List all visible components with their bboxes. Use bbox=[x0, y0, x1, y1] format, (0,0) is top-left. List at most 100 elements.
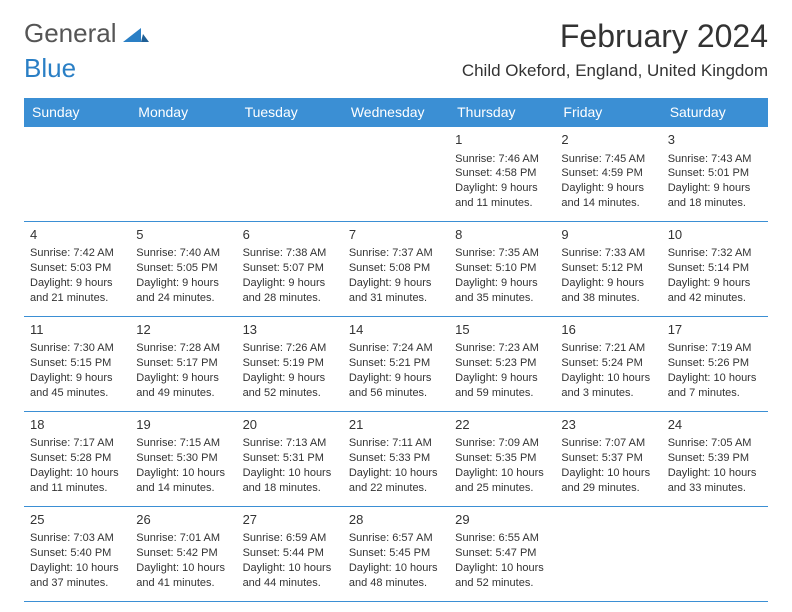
weekday-header: Friday bbox=[555, 98, 661, 127]
calendar-table: SundayMondayTuesdayWednesdayThursdayFrid… bbox=[24, 98, 768, 602]
day-number: 24 bbox=[668, 416, 762, 434]
daylight-text: Daylight: 9 hours and 11 minutes. bbox=[455, 181, 549, 211]
day-number: 12 bbox=[136, 321, 230, 339]
sunset-text: Sunset: 5:15 PM bbox=[30, 356, 124, 371]
sunset-text: Sunset: 5:37 PM bbox=[561, 451, 655, 466]
weekday-row: SundayMondayTuesdayWednesdayThursdayFrid… bbox=[24, 98, 768, 127]
sunrise-text: Sunrise: 7:15 AM bbox=[136, 436, 230, 451]
sunset-text: Sunset: 5:39 PM bbox=[668, 451, 762, 466]
sunrise-text: Sunrise: 7:17 AM bbox=[30, 436, 124, 451]
day-number: 29 bbox=[455, 511, 549, 529]
sunrise-text: Sunrise: 7:26 AM bbox=[243, 341, 337, 356]
day-cell: 13Sunrise: 7:26 AMSunset: 5:19 PMDayligh… bbox=[237, 316, 343, 411]
sunset-text: Sunset: 5:21 PM bbox=[349, 356, 443, 371]
empty-cell bbox=[343, 127, 449, 222]
day-cell: 26Sunrise: 7:01 AMSunset: 5:42 PMDayligh… bbox=[130, 506, 236, 601]
day-number: 20 bbox=[243, 416, 337, 434]
empty-cell bbox=[130, 127, 236, 222]
sunset-text: Sunset: 4:58 PM bbox=[455, 166, 549, 181]
day-cell: 4Sunrise: 7:42 AMSunset: 5:03 PMDaylight… bbox=[24, 221, 130, 316]
day-number: 22 bbox=[455, 416, 549, 434]
sunrise-text: Sunrise: 7:23 AM bbox=[455, 341, 549, 356]
title-block: February 2024 Child Okeford, England, Un… bbox=[462, 18, 768, 81]
sunrise-text: Sunrise: 7:45 AM bbox=[561, 152, 655, 167]
day-number: 19 bbox=[136, 416, 230, 434]
day-cell: 22Sunrise: 7:09 AMSunset: 5:35 PMDayligh… bbox=[449, 411, 555, 506]
day-number: 27 bbox=[243, 511, 337, 529]
sunrise-text: Sunrise: 6:55 AM bbox=[455, 531, 549, 546]
daylight-text: Daylight: 9 hours and 59 minutes. bbox=[455, 371, 549, 401]
day-cell: 27Sunrise: 6:59 AMSunset: 5:44 PMDayligh… bbox=[237, 506, 343, 601]
sunrise-text: Sunrise: 7:37 AM bbox=[349, 246, 443, 261]
day-number: 15 bbox=[455, 321, 549, 339]
daylight-text: Daylight: 9 hours and 38 minutes. bbox=[561, 276, 655, 306]
day-cell: 23Sunrise: 7:07 AMSunset: 5:37 PMDayligh… bbox=[555, 411, 661, 506]
weekday-header: Sunday bbox=[24, 98, 130, 127]
page-title: February 2024 bbox=[462, 18, 768, 55]
sunrise-text: Sunrise: 6:57 AM bbox=[349, 531, 443, 546]
day-cell: 19Sunrise: 7:15 AMSunset: 5:30 PMDayligh… bbox=[130, 411, 236, 506]
sunrise-text: Sunrise: 7:09 AM bbox=[455, 436, 549, 451]
day-cell: 11Sunrise: 7:30 AMSunset: 5:15 PMDayligh… bbox=[24, 316, 130, 411]
sunset-text: Sunset: 5:47 PM bbox=[455, 546, 549, 561]
sunrise-text: Sunrise: 7:32 AM bbox=[668, 246, 762, 261]
daylight-text: Daylight: 10 hours and 22 minutes. bbox=[349, 466, 443, 496]
calendar-row: 11 Sunrise: 7:30 AMSunset: 5:15 PM Dayligh… bbox=[24, 316, 768, 411]
calendar-header: SundayMondayTuesdayWednesdayThursdayFrid… bbox=[24, 98, 768, 127]
day-number: 11 bbox=[30, 321, 124, 339]
day-cell: 10Sunrise: 7:32 AMSunset: 5:14 PMDayligh… bbox=[662, 221, 768, 316]
sunrise-text: Sunrise: 7:01 AM bbox=[136, 531, 230, 546]
sunset-text: Sunset: 5:31 PM bbox=[243, 451, 337, 466]
sunset-text: Sunset: 5:35 PM bbox=[455, 451, 549, 466]
day-number: 26 bbox=[136, 511, 230, 529]
calendar-row: 25Sunrise: 7:03 AMSunset: 5:40 PMDayligh… bbox=[24, 506, 768, 601]
sunrise-text: Sunrise: 7:30 AM bbox=[30, 341, 124, 356]
day-number: 16 bbox=[561, 321, 655, 339]
sunrise-text: Sunrise: 7:05 AM bbox=[668, 436, 762, 451]
day-number: 7 bbox=[349, 226, 443, 244]
daylight-text: Daylight: 9 hours and 14 minutes. bbox=[561, 181, 655, 211]
day-cell: 8Sunrise: 7:35 AMSunset: 5:10 PMDaylight… bbox=[449, 221, 555, 316]
daylight-text: Daylight: 9 hours and 31 minutes. bbox=[349, 276, 443, 306]
weekday-header: Monday bbox=[130, 98, 236, 127]
daylight-text: Daylight: 9 hours and 24 minutes. bbox=[136, 276, 230, 306]
day-cell: 24Sunrise: 7:05 AMSunset: 5:39 PMDayligh… bbox=[662, 411, 768, 506]
sunset-text: Sunset: 5:45 PM bbox=[349, 546, 443, 561]
sunrise-text: Sunrise: 7:24 AM bbox=[349, 341, 443, 356]
sunset-text: Sunset: 5:08 PM bbox=[349, 261, 443, 276]
day-number: 14 bbox=[349, 321, 443, 339]
sunrise-text: Sunrise: 7:28 AM bbox=[136, 341, 230, 356]
location-text: Child Okeford, England, United Kingdom bbox=[462, 61, 768, 81]
day-cell: 5Sunrise: 7:40 AMSunset: 5:05 PMDaylight… bbox=[130, 221, 236, 316]
sunrise-text: Sunrise: 7:46 AM bbox=[455, 152, 549, 167]
sunset-text: Sunset: 5:05 PM bbox=[136, 261, 230, 276]
sunrise-text: Sunrise: 7:03 AM bbox=[30, 531, 124, 546]
sunset-text: Sunset: 5:44 PM bbox=[243, 546, 337, 561]
day-cell: 7 Sunrise: 7:37 AMSunset: 5:08 PMDaylight… bbox=[343, 221, 449, 316]
sunset-text: Sunset: 5:01 PM bbox=[668, 166, 762, 181]
daylight-text: Daylight: 9 hours and 52 minutes. bbox=[243, 371, 337, 401]
sunset-text: Sunset: 5:17 PM bbox=[136, 356, 230, 371]
day-number: 21 bbox=[349, 416, 443, 434]
calendar-row: 1Sunrise: 7:46 AMSunset: 4:58 PMDaylight… bbox=[24, 127, 768, 222]
day-number: 6 bbox=[243, 226, 337, 244]
day-cell: 1 Sunrise: 7:46 AMSunset: 4:58 PMDaylight… bbox=[449, 127, 555, 222]
sunrise-text: Sunrise: 7:07 AM bbox=[561, 436, 655, 451]
daylight-text: Daylight: 10 hours and 11 minutes. bbox=[30, 466, 124, 496]
empty-cell bbox=[24, 127, 130, 222]
calendar-body: 1Sunrise: 7:46 AMSunset: 4:58 PMDaylight… bbox=[24, 127, 768, 602]
sunset-text: Sunset: 5:33 PM bbox=[349, 451, 443, 466]
sunset-text: Sunset: 5:23 PM bbox=[455, 356, 549, 371]
sunrise-text: Sunrise: 7:19 AM bbox=[668, 341, 762, 356]
daylight-text: Daylight: 9 hours and 49 minutes. bbox=[136, 371, 230, 401]
weekday-header: Tuesday bbox=[237, 98, 343, 127]
day-cell: 28Sunrise: 6:57 AMSunset: 5:45 PMDayligh… bbox=[343, 506, 449, 601]
daylight-text: Daylight: 10 hours and 52 minutes. bbox=[455, 561, 549, 591]
day-number: 23 bbox=[561, 416, 655, 434]
sunrise-text: Sunrise: 7:21 AM bbox=[561, 341, 655, 356]
day-number: 1 bbox=[455, 131, 549, 149]
day-number: 8 bbox=[455, 226, 549, 244]
sunset-text: Sunset: 5:19 PM bbox=[243, 356, 337, 371]
daylight-text: Daylight: 10 hours and 3 minutes. bbox=[561, 371, 655, 401]
day-cell: 2Sunrise: 7:45 AMSunset: 4:59 PMDaylight… bbox=[555, 127, 661, 222]
